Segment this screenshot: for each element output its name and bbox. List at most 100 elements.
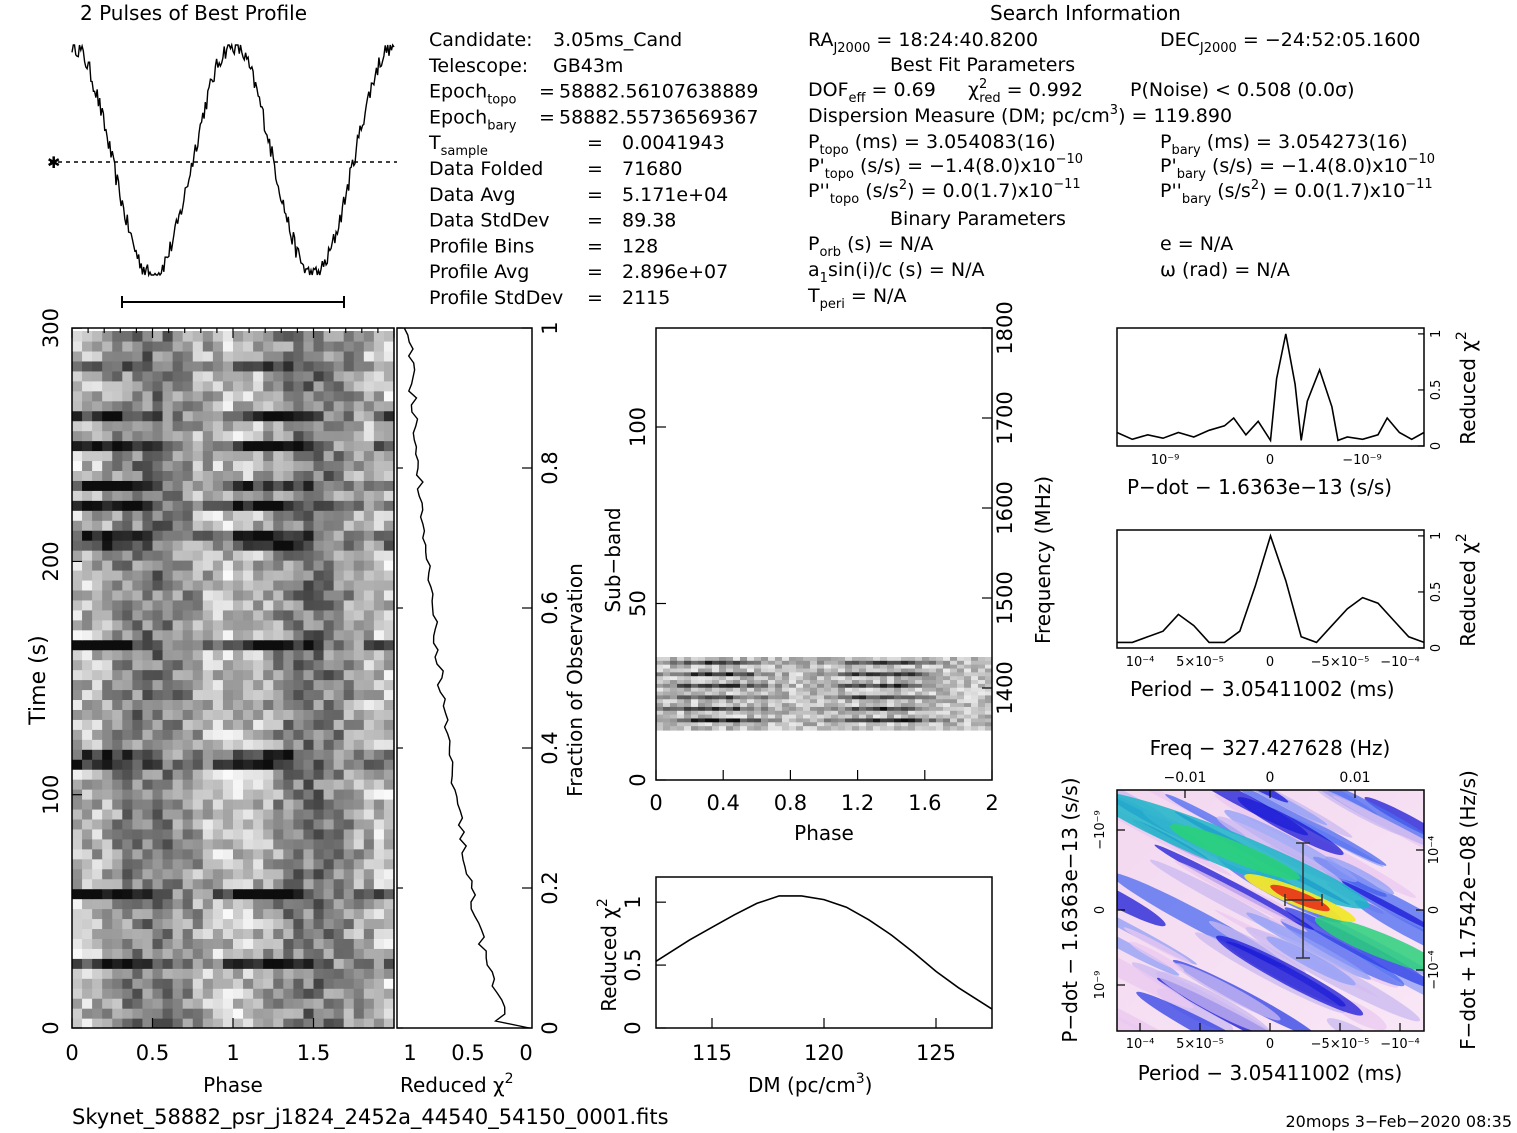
info-row: Telescope:	[428, 55, 528, 77]
ppdot-stripe	[1341, 881, 1424, 935]
svg-text:Dispersion Measure (DM; pc/cm3: Dispersion Measure (DM; pc/cm3) = 119.89…	[808, 103, 1232, 127]
svg-text:Reduced χ2: Reduced χ2	[400, 1071, 514, 1097]
info-eq: =	[587, 132, 603, 154]
ppdot-stripe	[1123, 927, 1192, 964]
frequency-tick-label: 1600	[993, 481, 1017, 534]
ppdot-stripe	[1315, 790, 1406, 836]
svg-text:Ptopo (ms) = 3.054083(16): Ptopo (ms) = 3.054083(16)	[808, 131, 1056, 158]
ppdot-right-tick: 10⁻⁴	[1427, 836, 1442, 865]
fraction-tick-label: 0.4	[538, 731, 562, 764]
svg-text:Tperi = N/A: Tperi = N/A	[807, 285, 906, 312]
info-eq: =	[587, 261, 603, 283]
small-x-tick: 0	[1266, 655, 1274, 670]
phase-axis-label: Phase	[203, 1073, 263, 1097]
ecc-value: e = N/A	[1160, 233, 1233, 255]
ppdot-stripe	[1136, 991, 1309, 1031]
ppdot-stripe	[1266, 936, 1356, 986]
svg-text:DECJ2000 = −24:52:05.1600: DECJ2000 = −24:52:05.1600	[1160, 29, 1420, 56]
subband-phase-label: Phase	[794, 821, 854, 845]
phase-tick-label: 1.5	[297, 1041, 330, 1065]
subband-phase-tick: 0.4	[706, 791, 739, 815]
pdot-curve	[1116, 333, 1425, 443]
info-value: 3.05ms_Cand	[553, 29, 682, 51]
tperi-value: = N/A	[851, 285, 907, 307]
porb-value: (s) = N/A	[847, 233, 933, 255]
chi-tick-label: 0.5	[451, 1041, 484, 1065]
ppdot-stripe	[1176, 790, 1309, 836]
small-x-tick: 10⁻⁴	[1126, 655, 1155, 670]
svg-text:P'bary (s/s) = −1.4(8.0)x10−10: P'bary (s/s) = −1.4(8.0)x10−10	[1160, 152, 1435, 182]
profile-title: 2 Pulses of Best Profile	[80, 1, 307, 25]
ppdot-stripe	[1117, 917, 1180, 976]
period-panel: 10⁻⁴ 5×10⁻⁵ 0 −5×10⁻⁵ −10⁻⁴ 0 0.5 1 Period − 3.…	[1116, 529, 1480, 701]
subband-phase-tick: 2	[985, 791, 998, 815]
phase-tick-label: 1	[226, 1041, 239, 1065]
ppdot-stripe	[1117, 979, 1211, 1031]
ppdot-y-tick: 10⁻⁹	[1093, 971, 1108, 1000]
dm-chi-label: Reduced χ	[597, 907, 621, 1012]
ppdot-stripe	[1205, 790, 1289, 803]
subband-tick-label: 100	[626, 407, 650, 447]
small-y-tick: 0.5	[1429, 582, 1444, 603]
fraction-tick-label: 0.8	[538, 451, 562, 484]
info-eq: =	[587, 287, 603, 309]
dm-chi-tick: 0.5	[621, 948, 645, 981]
ppdot-stripe	[1117, 870, 1166, 927]
dm-tick-label: 115	[692, 1041, 732, 1065]
best-fit-title: Best Fit Parameters	[890, 54, 1075, 76]
pbary-value: (ms) = 3.054273(16)	[1207, 131, 1408, 153]
info-value: 58882.55736569367	[559, 106, 758, 128]
ppdot-stripe	[1320, 866, 1424, 961]
ppdot-stripe	[1326, 1018, 1397, 1031]
small-x-tick: 0	[1266, 453, 1274, 468]
svg-text:Reduced χ2: Reduced χ2	[1454, 331, 1480, 445]
freq-top-label: Freq − 327.427628 (Hz)	[1150, 736, 1391, 760]
time-tick-label: 200	[39, 541, 63, 581]
fraction-tick-label: 0.2	[538, 871, 562, 904]
svg-text:✱: ✱	[47, 153, 60, 172]
chi-tick-label: 1	[403, 1041, 416, 1065]
dm-chi-tick: 1	[621, 895, 645, 908]
svg-text:Reduced χ2: Reduced χ2	[595, 898, 621, 1012]
info-eq: =	[587, 184, 603, 206]
ptopo-value: (ms) = 3.054083(16)	[855, 131, 1056, 153]
ppdot-x-tick: 0	[1266, 1037, 1274, 1052]
ppdot-top-tick: 0	[1266, 770, 1275, 786]
info-row: Profile StdDev	[429, 287, 563, 309]
ppdot-stripe	[1154, 844, 1315, 930]
subband-phase-tick: 1.6	[908, 791, 941, 815]
subband-phase-tick: 0.8	[774, 791, 807, 815]
dm-axis-label: DM (pc/cm	[748, 1073, 856, 1097]
info-eq: =	[587, 158, 603, 180]
phase-tick-label: 0.5	[136, 1041, 169, 1065]
svg-text:a1sin(i)/c (s) = N/A: a1sin(i)/c (s) = N/A	[808, 259, 984, 286]
ppdot-top-tick: −0.01	[1164, 770, 1207, 786]
time-phase-panel: 0 0.5 1 1.5 0 100 200 300 Time (s) Phase	[26, 308, 395, 1097]
dm-curve	[655, 895, 993, 1010]
frequency-axis-label: Frequency (MHz)	[1031, 476, 1055, 644]
ppdot-right-tick: −10⁻⁴	[1427, 950, 1442, 990]
info-value: 128	[622, 235, 658, 257]
ppdot-green-band	[1169, 824, 1301, 880]
ppdot-y-tick: 0	[1093, 906, 1108, 914]
info-row: Epochbary	[429, 106, 517, 133]
info-eq: =	[587, 210, 603, 232]
small-x-tick: −10⁻⁹	[1342, 453, 1382, 468]
svg-text:DM (pc/cm3): DM (pc/cm3)	[748, 1071, 872, 1097]
ppdot-x-tick: 5×10⁻⁵	[1176, 1037, 1224, 1052]
info-value: 2.896e+07	[622, 261, 728, 283]
svg-text:Pbary (ms) = 3.054273(16): Pbary (ms) = 3.054273(16)	[1160, 131, 1408, 158]
pdtopo-value: (s/s) = −1.4(8.0)x10	[860, 155, 1056, 177]
svg-text:DOFeff = 0.69: DOFeff = 0.69	[808, 79, 936, 106]
chi-value: = 0.992	[1007, 79, 1083, 101]
ppdot-stripe	[1234, 790, 1387, 866]
ppdot-green-band	[1314, 916, 1424, 974]
ppdot-stripe	[1174, 860, 1308, 932]
time-axis-label: Time (s)	[26, 635, 51, 725]
info-row: Epochtopo	[429, 81, 516, 108]
ppdot-x-tick: 10⁻⁴	[1126, 1037, 1155, 1052]
pddbary-value: = 0.0(1.7)x10	[1273, 180, 1406, 202]
dm-panel: 115 120 125 0 0.5 1 Reduced χ2 DM (pc/cm3)	[595, 876, 993, 1097]
ppdot-right-tick: 0	[1427, 906, 1442, 914]
